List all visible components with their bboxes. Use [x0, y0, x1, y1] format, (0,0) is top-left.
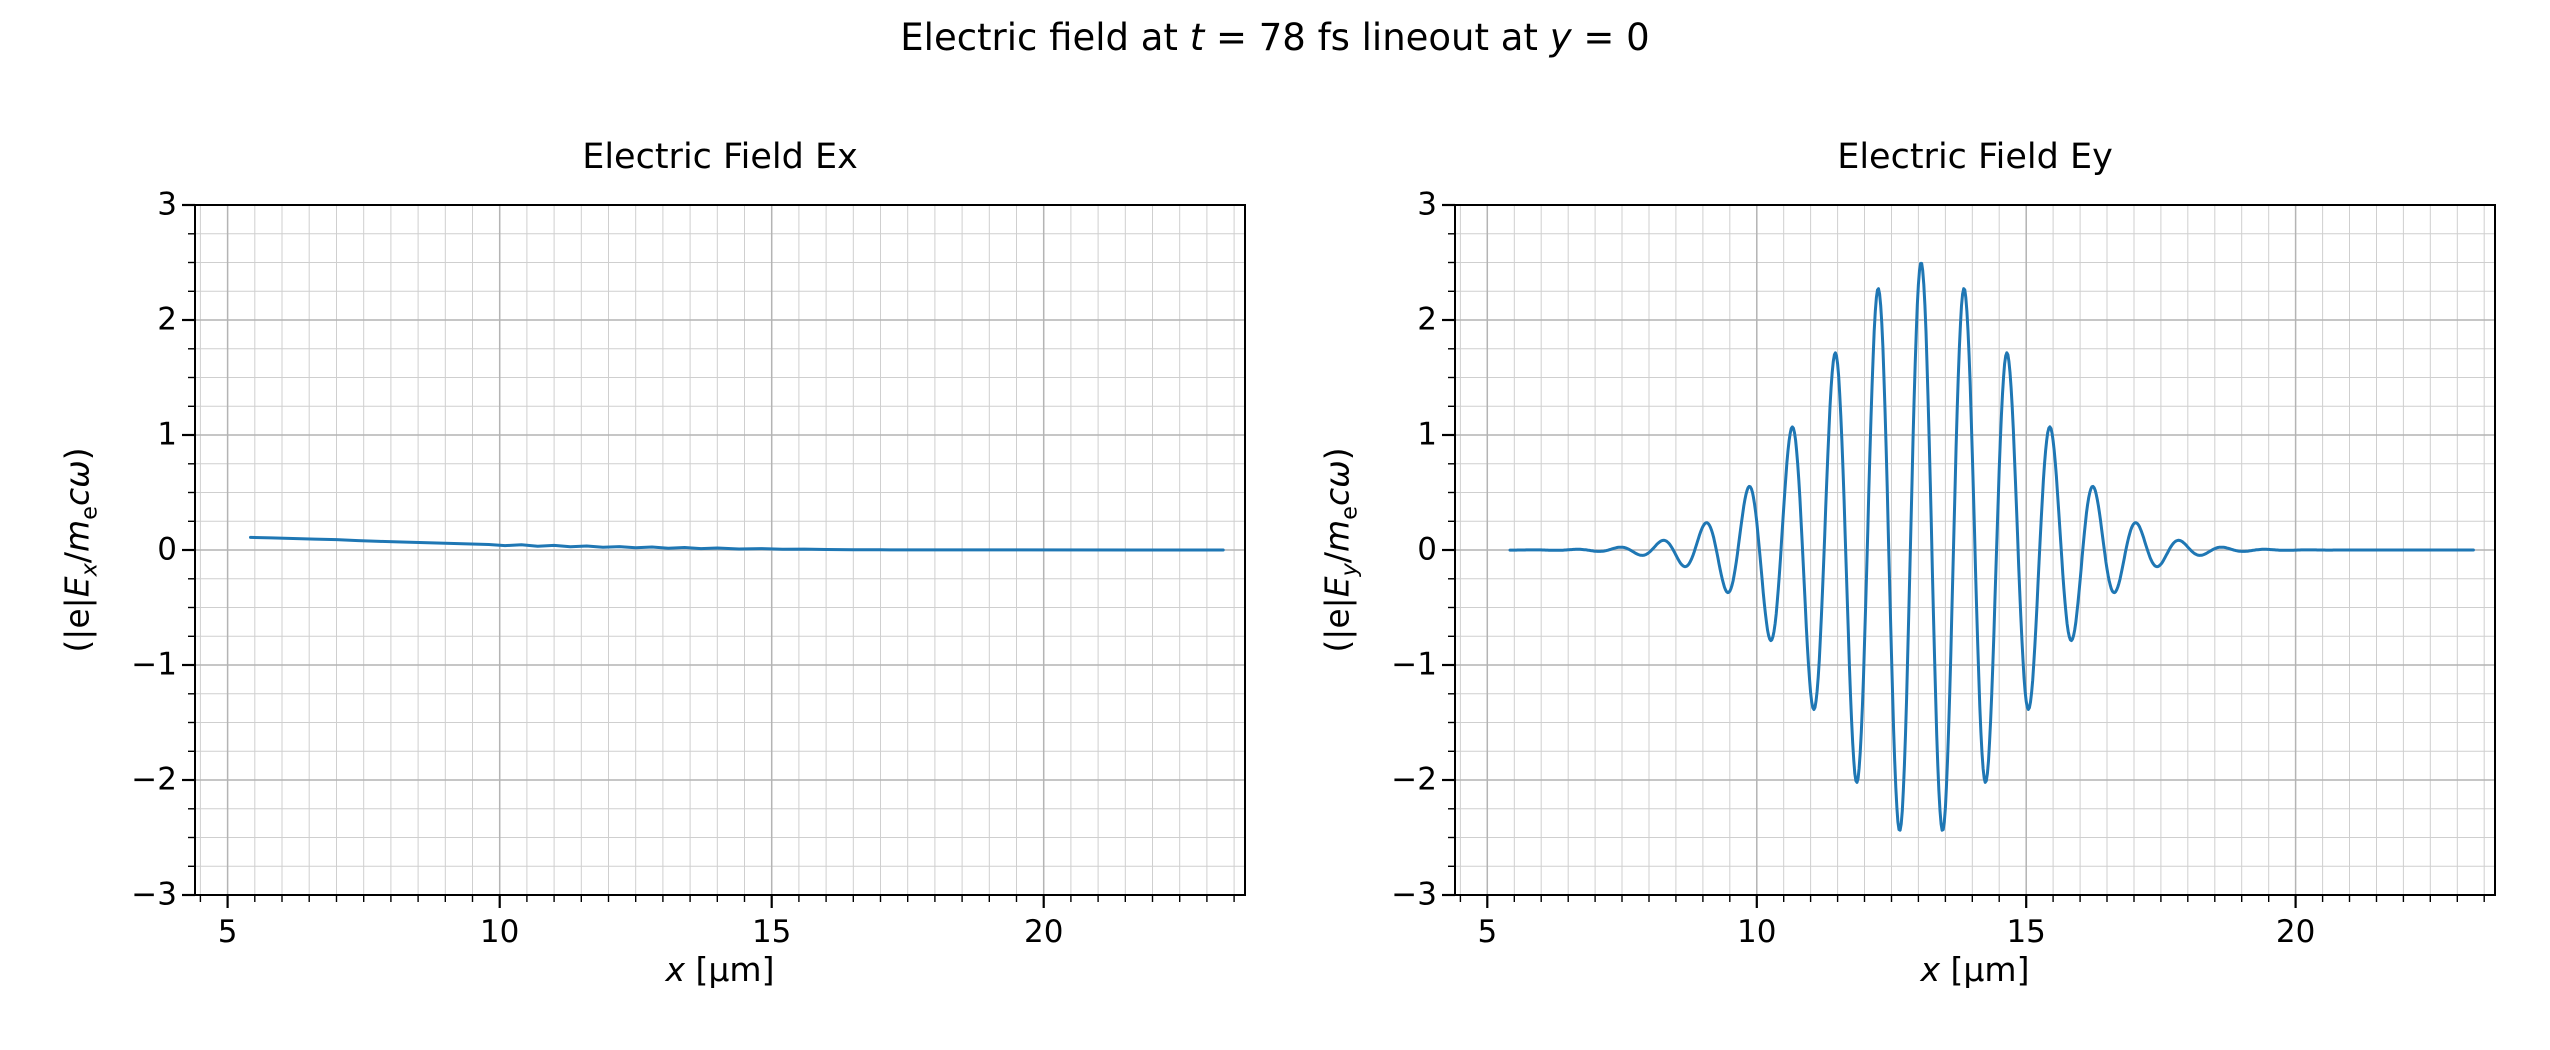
x-tick-label: 15 [2006, 914, 2046, 950]
x-tick-label: 5 [217, 914, 238, 950]
y-tick-label: −3 [131, 876, 177, 913]
y-tick-label: −1 [131, 646, 177, 683]
series-line [1508, 261, 2475, 832]
y-tick-label: 0 [157, 531, 177, 568]
y-tick-label: 2 [157, 301, 177, 338]
series-line [249, 535, 1225, 552]
y-tick-label: 3 [157, 186, 177, 223]
figure-title: Electric field at t = 78 fs lineout at y… [0, 16, 2550, 59]
label-segment: ω [1317, 460, 1357, 488]
subplot-ey-title: Electric Field Ey [1837, 137, 2113, 177]
plot-area [182, 203, 1246, 908]
y-tick-label: 2 [1417, 301, 1437, 338]
label-segment: t [1189, 16, 1205, 59]
label-segment: e [1336, 506, 1363, 520]
y-tick-label: −2 [131, 761, 177, 798]
y-tick-label: 0 [1417, 531, 1437, 568]
y-tick-label: −3 [1391, 876, 1437, 913]
label-segment: = 78 fs lineout at [1204, 16, 1550, 59]
label-segment: y [1549, 16, 1572, 59]
subplot-ex-xlabel: x [μm] [195, 950, 1245, 989]
x-tick-label: 20 [1023, 914, 1064, 950]
label-segment: [μm] [685, 950, 775, 989]
y-tick-label: 1 [157, 416, 177, 453]
subplot-ex-title: Electric Field Ex [582, 137, 858, 177]
label-segment: Electric field at [900, 16, 1190, 59]
x-tick-label: 5 [1477, 914, 1498, 950]
label-segment: [μm] [1940, 950, 2030, 989]
label-segment: (|e| [1317, 597, 1357, 653]
x-tick-label: 10 [479, 914, 520, 950]
tick-marks [182, 203, 1235, 908]
label-segment: E [57, 576, 97, 598]
label-segment: c [57, 487, 97, 507]
label-segment: x [665, 950, 686, 989]
x-tick-label: 10 [1737, 914, 1777, 950]
label-segment: = 0 [1571, 16, 1650, 59]
y-tick-label: 3 [1417, 186, 1437, 223]
label-segment: e [76, 506, 103, 520]
plot-area [1442, 203, 2496, 908]
label-segment: ω [57, 460, 97, 488]
y-tick-label: −1 [1391, 646, 1437, 683]
x-tick-label: 20 [2275, 914, 2316, 950]
y-tick-label: −2 [1391, 761, 1437, 798]
label-segment: E [1317, 576, 1357, 598]
label-segment: c [1317, 487, 1357, 507]
label-segment: (|e| [57, 597, 97, 653]
subplot-ey-xlabel: x [μm] [1455, 950, 2495, 989]
x-tick-label: 15 [751, 914, 792, 950]
label-segment: x [1920, 950, 1941, 989]
tick-marks [1442, 203, 2485, 908]
y-tick-label: 1 [1417, 416, 1437, 453]
